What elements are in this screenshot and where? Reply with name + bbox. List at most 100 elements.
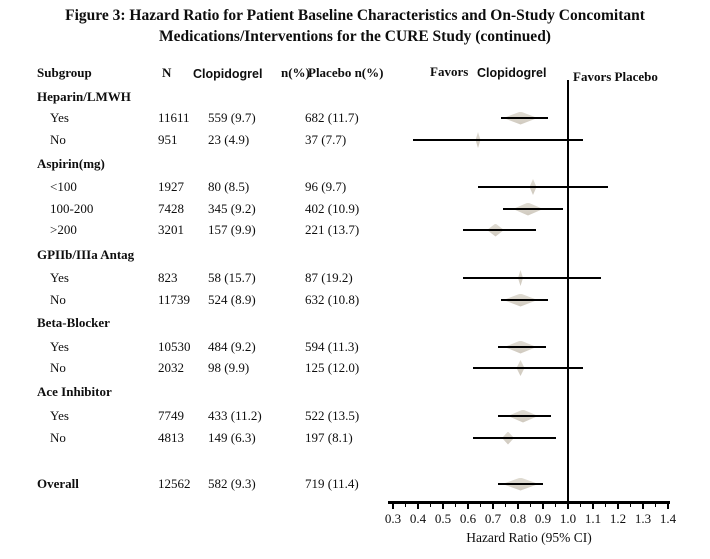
x-axis-minor-tick: [629, 504, 631, 507]
subgroup-label: Aspirin(mg): [37, 156, 105, 171]
x-axis-tick-label: 0.4: [409, 511, 427, 526]
n-value: 10530: [158, 339, 191, 354]
n-value: 12562: [158, 476, 191, 491]
favors-clopidogrel-label-word: Favors: [430, 64, 469, 79]
placebo-value: 221 (13.7): [305, 222, 360, 237]
x-axis-minor-tick: [529, 504, 531, 507]
placebo-value: 719 (11.4): [305, 476, 359, 491]
x-axis-minor-tick: [454, 504, 456, 507]
placebo-value: 125 (12.0): [305, 360, 360, 375]
x-axis-tick-label: 0.6: [459, 511, 477, 526]
subgroup-label: Yes: [50, 270, 69, 285]
subgroup-label: Beta-Blocker: [37, 315, 110, 330]
subgroup-label: 100-200: [50, 201, 94, 216]
subgroup-label: Yes: [50, 339, 69, 354]
x-axis-tick-label: 0.5: [434, 511, 452, 526]
placebo-value: 37 (7.7): [305, 132, 347, 147]
clopidogrel-value: 58 (15.7): [208, 270, 256, 285]
x-axis-tick: [392, 504, 394, 509]
subgroup-label: No: [50, 430, 66, 445]
ci-line: [500, 299, 548, 301]
placebo-value: 594 (11.3): [305, 339, 359, 354]
placebo-value: 96 (9.7): [305, 179, 347, 194]
subgroup-label: >200: [50, 222, 77, 237]
ci-line: [498, 483, 543, 485]
x-axis-minor-tick: [504, 504, 506, 507]
x-axis-tick: [642, 504, 644, 509]
col-header-n: N: [162, 65, 172, 80]
x-axis-tick-label: 1.3: [634, 511, 652, 526]
ci-line: [463, 277, 601, 279]
clopidogrel-value: 582 (9.3): [208, 476, 256, 491]
col-header-subgroup: Subgroup: [37, 65, 92, 80]
x-axis-tick: [467, 504, 469, 509]
n-value: 7749: [158, 408, 184, 423]
x-axis-tick: [417, 504, 419, 509]
n-value: 11739: [158, 292, 191, 307]
x-axis-tick-label: 1.1: [584, 511, 602, 526]
ci-line: [463, 229, 536, 231]
clopidogrel-value: 345 (9.2): [208, 201, 256, 216]
x-axis-tick-label: 0.7: [484, 511, 502, 526]
n-value: 4813: [158, 430, 184, 445]
ci-line: [413, 139, 583, 141]
ci-line: [478, 186, 608, 188]
favors-clopidogrel-label-drug: Clopidogrel: [477, 66, 547, 80]
col-header-clopidogrel-unit: n(%): [281, 65, 310, 80]
x-axis-minor-tick: [579, 504, 581, 507]
subgroup-label: Overall: [37, 476, 79, 491]
x-axis-minor-tick: [429, 504, 431, 507]
subgroup-label: Yes: [50, 408, 69, 423]
x-axis-tick-label: 1.0: [559, 511, 577, 526]
subgroup-label: No: [50, 360, 66, 375]
subgroup-label: GPIIb/IIIa Antag: [37, 247, 135, 262]
x-axis-minor-tick: [654, 504, 656, 507]
x-axis-tick: [567, 504, 569, 509]
x-axis-tick: [667, 504, 669, 509]
subgroup-label: Ace Inhibitor: [37, 384, 112, 399]
x-axis-tick: [617, 504, 619, 509]
subgroup-label: Yes: [50, 110, 69, 125]
clopidogrel-value: 433 (11.2): [208, 408, 262, 423]
x-axis-tick: [542, 504, 544, 509]
x-axis-tick-label: 0.9: [534, 511, 552, 526]
col-header-clopidogrel: Clopidogrel: [193, 67, 263, 81]
n-value: 11611: [158, 110, 190, 125]
n-value: 7428: [158, 201, 184, 216]
subgroup-label: No: [50, 292, 66, 307]
clopidogrel-value: 484 (9.2): [208, 339, 256, 354]
figure-title-line1: Figure 3: Hazard Ratio for Patient Basel…: [65, 7, 645, 24]
placebo-value: 682 (11.7): [305, 110, 359, 125]
x-axis-minor-tick: [554, 504, 556, 507]
placebo-value: 522 (13.5): [305, 408, 360, 423]
n-value: 1927: [158, 179, 184, 194]
ci-line: [498, 346, 546, 348]
x-axis-tick: [517, 504, 519, 509]
placebo-value: 632 (10.8): [305, 292, 360, 307]
x-axis-tick-label: 0.3: [384, 511, 402, 526]
favors-placebo-label: Favors Placebo: [573, 69, 658, 84]
subgroup-label: No: [50, 132, 66, 147]
n-value: 951: [158, 132, 178, 147]
subgroup-label: <100: [50, 179, 77, 194]
x-axis-line: [388, 501, 670, 504]
placebo-value: 87 (19.2): [305, 270, 353, 285]
col-header-placebo: Placebo n(%): [308, 65, 384, 80]
n-value: 3201: [158, 222, 184, 237]
hr-reference-line: [567, 80, 569, 503]
x-axis-minor-tick: [404, 504, 406, 507]
placebo-value: 197 (8.1): [305, 430, 353, 445]
clopidogrel-value: 157 (9.9): [208, 222, 256, 237]
x-axis-tick-label: 1.2: [609, 511, 627, 526]
x-axis-title: Hazard Ratio (95% CI): [466, 530, 592, 545]
x-axis-minor-tick: [479, 504, 481, 507]
x-axis-tick: [492, 504, 494, 509]
x-axis-tick-label: 1.4: [659, 511, 677, 526]
x-axis-tick-label: 0.8: [509, 511, 527, 526]
ci-line: [503, 208, 563, 210]
ci-line: [498, 415, 551, 417]
ci-line: [473, 367, 583, 369]
clopidogrel-value: 559 (9.7): [208, 110, 256, 125]
x-axis-minor-tick: [604, 504, 606, 507]
